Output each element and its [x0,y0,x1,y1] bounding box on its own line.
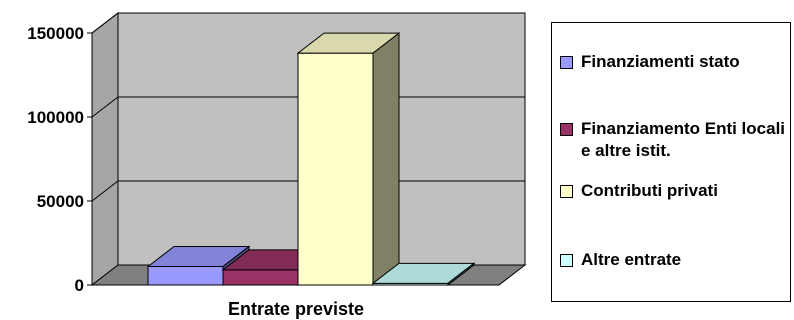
legend-label: Altre entrate [581,250,682,269]
bars [146,32,476,287]
legend-item-finanziamenti-stato: Finanziamenti stato [560,51,740,73]
legend-label: Finanziamento Enti locali e altre istit. [581,119,786,160]
legend-item-contributi-privati: Contributi privati [560,180,718,202]
bar-side [447,262,475,287]
bar [371,262,476,287]
legend-label: Finanziamenti stato [581,52,740,71]
gridline [91,12,525,34]
legend-swatch [560,185,573,198]
x-category-label: Entrate previste [228,299,364,319]
y-tick-label: 0 [75,276,84,295]
side-wall [91,11,119,287]
legend-label: Contributi privati [581,181,718,200]
bar [296,32,401,287]
bar-front [222,269,299,286]
legend-item-altre-entrate: Altre entrate [560,249,681,271]
legend-swatch [560,254,573,267]
y-tick-label: 50000 [37,192,84,211]
legend-item-finanziamento-enti: Finanziamento Enti locali e altre istit. [560,118,794,162]
legend-swatch [560,123,573,136]
bar-side [372,32,400,287]
y-tick-label: 150000 [27,24,84,43]
y-tick-label: 100000 [27,108,84,127]
legend-swatch [560,56,573,69]
axis-labels: 0 50000 100000 150000 Entrate previste [27,24,364,319]
bar-front [297,52,374,286]
legend: Finanziamenti stato Finanziamento Enti l… [551,22,791,302]
bar-front [147,266,224,286]
